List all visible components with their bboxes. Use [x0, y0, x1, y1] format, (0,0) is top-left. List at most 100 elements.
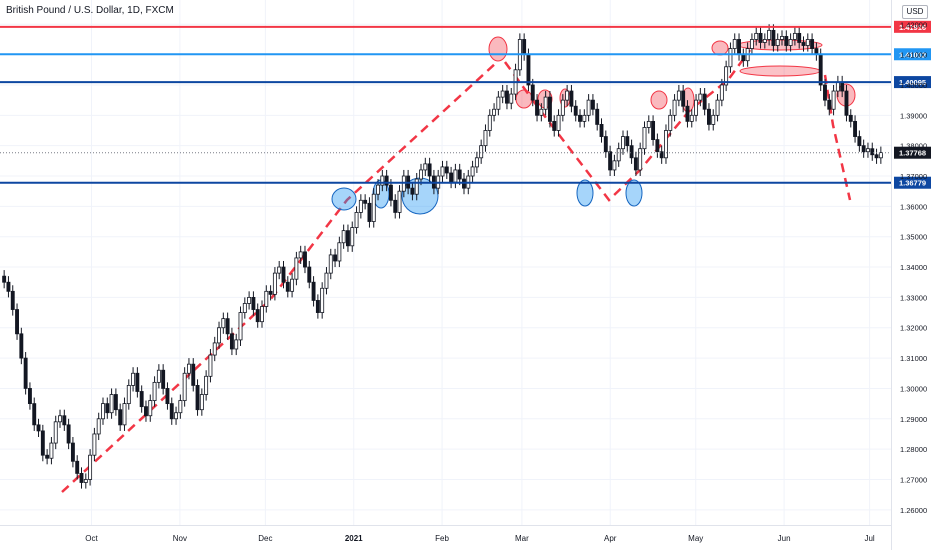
- support-touch-marker: [576, 179, 594, 207]
- candle-body: [715, 99, 720, 116]
- candle-body: [453, 169, 458, 183]
- level-label: 1.36779: [899, 179, 926, 188]
- candles: [2, 24, 883, 489]
- candle-body: [792, 32, 797, 40]
- price-axis[interactable]: 1.26000 1.27000 1.28000 1.29000 1.30000 1.310…: [891, 0, 928, 550]
- level-label-box: [894, 76, 931, 89]
- resistance-touch-marker: [515, 89, 533, 109]
- horizontal-levels[interactable]: 1.41916 1.41012 1.40095 1.36779 1.37768: [0, 20, 931, 189]
- candle-body: [247, 296, 252, 304]
- last-price-box: [894, 146, 931, 159]
- candle-body: [367, 202, 372, 222]
- support-touch-marker: [625, 179, 643, 207]
- candle-body: [853, 120, 858, 137]
- y-tick-label: 1.36000: [900, 202, 927, 211]
- candle-body: [857, 136, 862, 147]
- candle-body: [126, 385, 131, 405]
- candle-body: [552, 120, 557, 131]
- candle-body: [732, 39, 737, 49]
- candle-body: [775, 39, 780, 46]
- candle-body: [861, 145, 866, 153]
- candle-body: [655, 139, 660, 153]
- candle-body: [685, 105, 690, 122]
- level-label-box: [894, 176, 931, 189]
- candle-body: [664, 130, 668, 159]
- candle-body: [595, 108, 600, 125]
- candle-body: [36, 424, 41, 432]
- candle-body: [522, 39, 527, 56]
- candle-body: [878, 152, 883, 159]
- candle-body: [483, 130, 488, 147]
- candle-body: [848, 114, 853, 122]
- x-tick-label: Oct: [85, 534, 98, 543]
- candle-body: [346, 230, 350, 247]
- candle-body: [573, 105, 578, 116]
- candle-body: [388, 184, 393, 201]
- candle-body: [174, 412, 179, 420]
- candle-body: [535, 99, 539, 116]
- candle-body: [135, 372, 140, 392]
- candle-body: [500, 90, 505, 98]
- candle-body: [45, 454, 50, 459]
- currency-badge[interactable]: USD: [902, 5, 928, 19]
- candle-body: [75, 460, 80, 474]
- candle-body: [152, 381, 157, 401]
- candle-body: [354, 212, 359, 229]
- x-tick-label: Nov: [173, 534, 187, 543]
- candle-body: [156, 369, 161, 383]
- candle-body: [719, 84, 724, 101]
- y-tick-label: 1.34000: [900, 263, 927, 272]
- candle-body: [737, 39, 741, 56]
- candle-body: [612, 160, 617, 171]
- y-tick-label: 1.35000: [900, 233, 927, 242]
- candle-body: [186, 363, 191, 374]
- candle-body: [290, 278, 295, 292]
- x-tick-label: 2021: [345, 534, 363, 543]
- candle-body: [324, 272, 329, 289]
- trend-line-2: [823, 74, 852, 201]
- x-tick-label: Jul: [864, 534, 874, 543]
- candle-body: [83, 479, 88, 483]
- y-tick-label: 1.37000: [900, 172, 927, 181]
- candle-body: [272, 272, 277, 295]
- candle-body: [702, 93, 707, 110]
- candle-body: [835, 81, 840, 92]
- candle-body: [251, 296, 256, 310]
- candle-body: [384, 175, 389, 186]
- resistance-touch-marker: [650, 90, 668, 110]
- candle-body: [92, 433, 97, 456]
- candle-body: [474, 157, 479, 168]
- candle-body: [603, 136, 608, 153]
- candle-body: [195, 385, 200, 411]
- candle-body: [350, 227, 355, 247]
- candle-body: [582, 114, 587, 122]
- candle-body: [191, 363, 196, 386]
- candle-body: [457, 169, 462, 180]
- time-axis[interactable]: Oct Nov Dec 2021 Feb Mar Apr May Jun Jul: [0, 525, 891, 544]
- candle-body: [547, 96, 552, 122]
- candle-body: [144, 406, 148, 417]
- candle-body: [440, 166, 445, 177]
- candle-body: [831, 90, 836, 110]
- candle-body: [539, 108, 544, 116]
- candle-body: [646, 120, 651, 128]
- candle-body: [337, 242, 342, 262]
- candle-body: [199, 394, 204, 411]
- candle-body: [229, 333, 234, 350]
- candle-body: [621, 136, 625, 150]
- candle-body: [844, 90, 849, 116]
- candle-body: [625, 136, 630, 147]
- candle-body: [70, 442, 75, 462]
- support-touch-marker: [331, 187, 357, 211]
- candle-body: [762, 39, 767, 43]
- candle-body: [234, 339, 239, 350]
- candle-body: [711, 114, 716, 125]
- candle-body: [638, 148, 643, 171]
- candle-body: [66, 424, 71, 444]
- candle-body: [724, 66, 729, 86]
- candle-body: [131, 372, 136, 386]
- candle-body: [182, 372, 187, 401]
- resistance-touch-marker: [711, 40, 729, 56]
